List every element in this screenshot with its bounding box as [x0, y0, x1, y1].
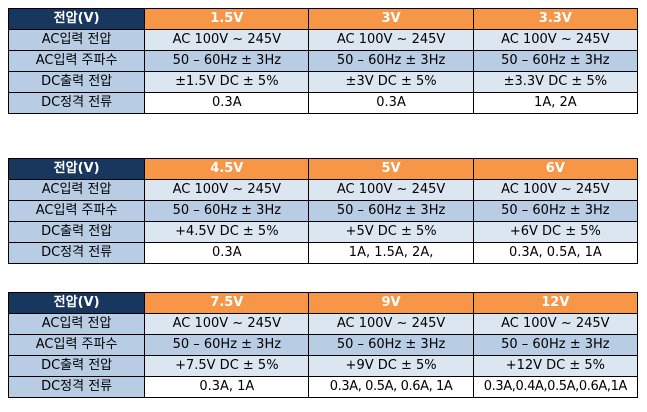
ac-input-frequency-row: AC입력 주파수 50 – 60Hz ± 3Hz 50 – 60Hz ± 3Hz… — [7, 50, 639, 72]
value-cell: AC 100V ~ 245V — [308, 179, 474, 201]
value-cell: AC 100V ~ 245V — [472, 313, 639, 335]
row-label-cell: AC입력 전압 — [7, 313, 146, 335]
row-label-cell: AC입력 주파수 — [7, 334, 146, 356]
row-label-cell: DC출력 전압 — [7, 221, 146, 243]
value-cell: +5V DC ± 5% — [308, 221, 474, 243]
header-label-cell: 전압(V) — [7, 158, 146, 180]
header-row: 전압(V) 1.5V 3V 3.3V — [7, 8, 639, 30]
value-cell: 50 – 60Hz ± 3Hz — [308, 334, 474, 356]
header-label-cell: 전압(V) — [7, 8, 146, 30]
value-cell: +7.5V DC ± 5% — [144, 355, 310, 377]
voltage-header-cell: 7.5V — [144, 292, 310, 314]
row-label-cell: DC출력 전압 — [7, 71, 146, 93]
value-cell: ±3V DC ± 5% — [308, 71, 474, 93]
dc-output-voltage-row: DC출력 전압 ±1.5V DC ± 5% ±3V DC ± 5% ±3.3V … — [7, 71, 639, 93]
header-row: 전압(V) 7.5V 9V 12V — [7, 292, 639, 314]
ac-input-frequency-row: AC입력 주파수 50 – 60Hz ± 3Hz 50 – 60Hz ± 3Hz… — [7, 200, 639, 222]
value-cell: AC 100V ~ 245V — [308, 29, 474, 51]
value-cell: ±3.3V DC ± 5% — [472, 71, 639, 93]
value-cell: AC 100V ~ 245V — [472, 29, 639, 51]
value-cell: +12V DC ± 5% — [472, 355, 639, 377]
value-cell: 50 – 60Hz ± 3Hz — [472, 200, 639, 222]
voltage-header-cell: 12V — [472, 292, 639, 314]
value-cell: 50 – 60Hz ± 3Hz — [308, 200, 474, 222]
header-row: 전압(V) 4.5V 5V 6V — [7, 158, 639, 180]
voltage-header-cell: 5V — [308, 158, 474, 180]
ac-input-voltage-row: AC입력 전압 AC 100V ~ 245V AC 100V ~ 245V AC… — [7, 179, 639, 201]
value-cell: 0.3A, 0.5A, 1A — [472, 242, 639, 264]
dc-output-voltage-row: DC출력 전압 +7.5V DC ± 5% +9V DC ± 5% +12V D… — [7, 355, 639, 377]
value-cell: 50 – 60Hz ± 3Hz — [472, 334, 639, 356]
value-cell: +9V DC ± 5% — [308, 355, 474, 377]
value-cell: AC 100V ~ 245V — [144, 313, 310, 335]
value-cell: 50 – 60Hz ± 3Hz — [308, 50, 474, 72]
row-label-cell: AC입력 주파수 — [7, 50, 146, 72]
voltage-header-cell: 3.3V — [472, 8, 639, 30]
value-cell: ±1.5V DC ± 5% — [144, 71, 310, 93]
value-cell: 50 – 60Hz ± 3Hz — [144, 334, 310, 356]
voltage-header-cell: 1.5V — [144, 8, 310, 30]
dc-rated-current-row: DC정격 전류 0.3A 1A, 1.5A, 2A, 0.3A, 0.5A, 1… — [7, 242, 639, 264]
dc-output-voltage-row: DC출력 전압 +4.5V DC ± 5% +5V DC ± 5% +6V DC… — [7, 221, 639, 243]
dc-rated-current-row: DC정격 전류 0.3A 0.3A 1A, 2A — [7, 92, 639, 114]
row-label-cell: DC출력 전압 — [7, 355, 146, 377]
spec-table-3: 전압(V) 7.5V 9V 12V AC입력 전압 AC 100V ~ 245V… — [7, 292, 639, 398]
value-cell: 50 – 60Hz ± 3Hz — [144, 200, 310, 222]
row-label-cell: DC정격 전류 — [7, 242, 146, 264]
value-cell: AC 100V ~ 245V — [472, 179, 639, 201]
voltage-header-cell: 4.5V — [144, 158, 310, 180]
row-label-cell: AC입력 주파수 — [7, 200, 146, 222]
value-cell: 50 – 60Hz ± 3Hz — [144, 50, 310, 72]
voltage-header-cell: 6V — [472, 158, 639, 180]
value-cell: 0.3A — [308, 92, 474, 114]
row-label-cell: DC정격 전류 — [7, 376, 146, 398]
value-cell: 1A, 1.5A, 2A, — [308, 242, 474, 264]
row-label-cell: AC입력 전압 — [7, 29, 146, 51]
value-cell: 50 – 60Hz ± 3Hz — [472, 50, 639, 72]
ac-input-frequency-row: AC입력 주파수 50 – 60Hz ± 3Hz 50 – 60Hz ± 3Hz… — [7, 334, 639, 356]
value-cell: 0.3A, 0.5A, 0.6A, 1A — [308, 376, 474, 398]
spec-table-1: 전압(V) 1.5V 3V 3.3V AC입력 전압 AC 100V ~ 245… — [7, 8, 639, 114]
value-cell: +4.5V DC ± 5% — [144, 221, 310, 243]
value-cell: AC 100V ~ 245V — [144, 179, 310, 201]
voltage-header-cell: 9V — [308, 292, 474, 314]
ac-input-voltage-row: AC입력 전압 AC 100V ~ 245V AC 100V ~ 245V AC… — [7, 313, 639, 335]
value-cell: 0.3A, 1A — [144, 376, 310, 398]
value-cell: 1A, 2A — [472, 92, 639, 114]
voltage-header-cell: 3V — [308, 8, 474, 30]
row-label-cell: AC입력 전압 — [7, 179, 146, 201]
spec-table-2: 전압(V) 4.5V 5V 6V AC입력 전압 AC 100V ~ 245V … — [7, 158, 639, 264]
value-cell: 0.3A,0.4A,0.5A,0.6A,1A — [472, 376, 639, 398]
value-cell: 0.3A — [144, 242, 310, 264]
ac-input-voltage-row: AC입력 전압 AC 100V ~ 245V AC 100V ~ 245V AC… — [7, 29, 639, 51]
value-cell: AC 100V ~ 245V — [308, 313, 474, 335]
header-label-cell: 전압(V) — [7, 292, 146, 314]
row-label-cell: DC정격 전류 — [7, 92, 146, 114]
value-cell: +6V DC ± 5% — [472, 221, 639, 243]
dc-rated-current-row: DC정격 전류 0.3A, 1A 0.3A, 0.5A, 0.6A, 1A 0.… — [7, 376, 639, 398]
value-cell: AC 100V ~ 245V — [144, 29, 310, 51]
value-cell: 0.3A — [144, 92, 310, 114]
